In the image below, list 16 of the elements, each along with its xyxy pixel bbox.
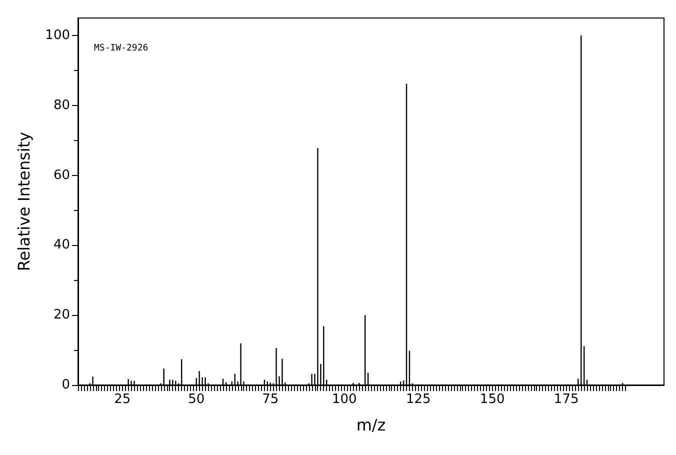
y-tick-label: 80 bbox=[53, 98, 70, 113]
x-tick-label: 100 bbox=[332, 392, 357, 407]
x-tick-label: 25 bbox=[114, 392, 131, 407]
y-tick-label: 20 bbox=[53, 308, 70, 323]
annotation: MS-IW-2926 bbox=[94, 44, 148, 54]
y-tick-label: 100 bbox=[45, 28, 70, 43]
y-tick-label: 0 bbox=[62, 378, 70, 392]
x-axis-title: m/z bbox=[356, 416, 386, 434]
x-tick-label: 175 bbox=[554, 392, 579, 407]
x-tick-label: 150 bbox=[480, 392, 505, 407]
y-tick-label: 40 bbox=[53, 238, 70, 253]
y-tick-label: 60 bbox=[53, 168, 70, 183]
x-tick-label: 75 bbox=[262, 392, 279, 407]
y-axis-title: Relative Intensity bbox=[14, 132, 34, 272]
x-tick-label: 50 bbox=[188, 392, 205, 407]
x-tick-label: 125 bbox=[406, 392, 431, 407]
